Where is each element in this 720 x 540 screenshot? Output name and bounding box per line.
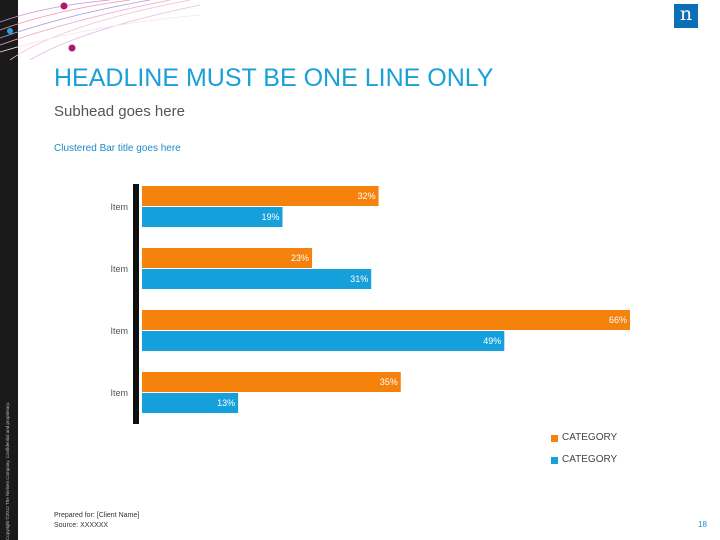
bar-orange <box>142 310 630 330</box>
data-label: 32% <box>358 191 376 201</box>
data-label: 13% <box>217 398 235 408</box>
data-label: 35% <box>380 377 398 387</box>
data-label: 19% <box>261 212 279 222</box>
nielsen-logo: n <box>674 4 698 28</box>
bar-orange <box>142 372 401 392</box>
legend-swatch-orange <box>551 435 558 442</box>
category-label: Item <box>110 388 128 398</box>
subhead: Subhead goes here <box>54 103 185 120</box>
category-axis <box>133 184 139 424</box>
category-label: Item <box>110 264 128 274</box>
data-label: 49% <box>483 336 501 346</box>
category-label: Item <box>110 202 128 212</box>
legend-label: CATEGORY <box>562 432 618 443</box>
bar-orange <box>142 248 313 268</box>
bar-blue <box>142 393 239 413</box>
prepared-for: Prepared for: [Client Name] <box>54 512 140 519</box>
legend-swatch-blue <box>551 457 558 464</box>
headline: HEADLINE MUST BE ONE LINE ONLY <box>54 64 494 92</box>
category-label: Item <box>110 326 128 336</box>
chart-title: Clustered Bar title goes here <box>54 143 181 154</box>
data-label: 23% <box>291 253 309 263</box>
bar-blue <box>142 269 372 289</box>
data-label: 31% <box>350 274 368 284</box>
bar-blue <box>142 331 505 351</box>
decorative-arcs <box>0 0 200 60</box>
source-note: Source: XXXXXX <box>54 522 109 529</box>
data-label: 66% <box>609 315 627 325</box>
legend-label: CATEGORY <box>562 454 618 465</box>
page-number: 18 <box>698 520 707 529</box>
bar-orange <box>142 186 379 206</box>
left-sidebar-strip <box>0 0 18 540</box>
bar-blue <box>142 207 283 227</box>
